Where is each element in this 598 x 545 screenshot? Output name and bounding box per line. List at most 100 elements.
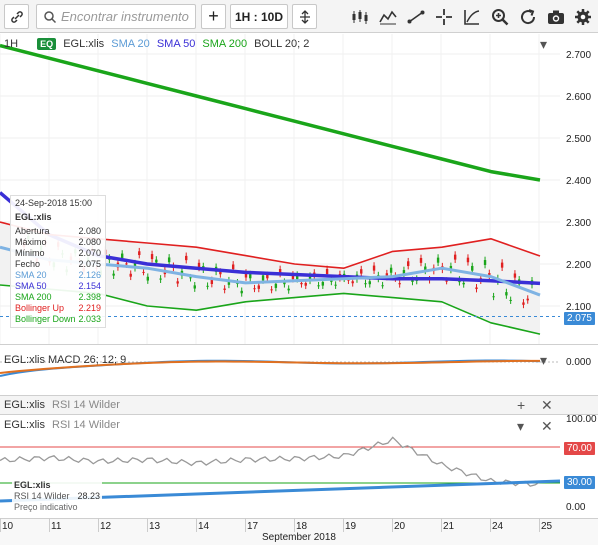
candle-body [308, 275, 312, 281]
tooltip-row-value: 2.080 [78, 237, 101, 247]
candle-body [142, 271, 145, 273]
candle-body [513, 273, 517, 278]
tooltip-row: Abertura 2.080 [15, 226, 101, 237]
candle-body [462, 282, 465, 285]
series-line-sma-200 [0, 43, 541, 182]
tooltip-row-value: 2.080 [78, 226, 101, 236]
macd-panel[interactable] [0, 346, 598, 394]
rsi-menu-icon[interactable]: ▾ [517, 418, 525, 434]
tooltip-row-value: 2.033 [78, 314, 101, 324]
candle-body [402, 270, 406, 275]
link-button[interactable] [4, 4, 29, 29]
search-input[interactable] [61, 9, 191, 24]
x-axis-day-label: 20 [394, 521, 406, 532]
line-type-button[interactable] [377, 6, 399, 28]
rsi-line [0, 436, 541, 487]
settings-button[interactable] [572, 6, 594, 28]
candle-body [351, 281, 354, 284]
reset-button[interactable] [517, 6, 539, 28]
x-axis[interactable] [0, 518, 598, 545]
trend-line-button[interactable] [405, 6, 427, 28]
x-axis-day-label: 10 [2, 521, 14, 532]
candle-body [185, 255, 188, 261]
bollinger-band-fill [0, 222, 540, 335]
rsi-label: RSI 14 Wilder [52, 419, 120, 431]
tooltip-symbol: EGL:xlis [15, 212, 52, 222]
tooltip-row-label: Máximo [15, 237, 47, 247]
candle-body [287, 288, 290, 291]
price-y-tick: 2.700 [566, 50, 592, 61]
candle-body [449, 265, 453, 270]
macd-chart[interactable] [0, 346, 598, 394]
last-price-tag: 2.075 [563, 312, 595, 325]
period-button[interactable]: 1H : 10D [230, 4, 288, 29]
candle-body [389, 267, 393, 273]
add-instrument-button[interactable]: + [201, 4, 226, 29]
tooltip-row-value: 2.219 [78, 303, 101, 313]
price-panel-menu-icon[interactable]: ▾ [540, 36, 548, 52]
draw-button[interactable] [461, 6, 483, 28]
tooltip-row: Mínimo 2.070 [15, 248, 101, 259]
candle-body [155, 259, 158, 263]
tooltip-row-value: 2.154 [78, 281, 101, 291]
x-axis-day-label: 19 [345, 521, 357, 532]
x-axis-tick [539, 518, 540, 532]
indicator-sma200[interactable]: SMA 200 [202, 38, 248, 50]
candle-body [398, 283, 401, 285]
close-panel-icon[interactable]: ✕ [541, 397, 553, 413]
price-y-tick: 2.400 [566, 176, 592, 187]
panel-divider[interactable] [0, 395, 598, 396]
price-legend: 1H EQ EGL:xlis SMA 20 SMA 50 SMA 200 BOL… [4, 38, 313, 50]
screenshot-button[interactable] [545, 6, 567, 28]
candle-body [300, 282, 303, 285]
x-axis-day-label: 21 [443, 521, 455, 532]
tooltip-row-value: 2.070 [78, 248, 101, 258]
indicator-boll[interactable]: BOLL 20; 2 [254, 38, 310, 50]
candle-body [129, 273, 132, 277]
candle-body [146, 276, 149, 281]
zoom-in-button[interactable] [489, 6, 511, 28]
tooltip-row: Máximo 2.080 [15, 237, 101, 248]
x-axis-tick [196, 518, 197, 532]
candle-body [223, 288, 226, 290]
tooltip-row: Bollinger Up 2.219 [15, 303, 101, 314]
candle-body [522, 302, 525, 305]
ohlc-tooltip: 24-Sep-2018 15:00 EGL:xlis Abertura 2.080… [10, 195, 106, 328]
candle-body [138, 251, 141, 256]
tooltip-row: Bollinger Down 2.033 [15, 314, 101, 325]
candle-body [296, 274, 299, 280]
price-chart[interactable] [0, 34, 598, 344]
rsi-symbol: EGL:xlis [4, 419, 45, 431]
candle-body [125, 263, 128, 265]
candle-body [321, 282, 325, 286]
panel-divider[interactable] [0, 414, 598, 415]
add-panel-icon[interactable]: + [517, 397, 526, 413]
candle-body [231, 264, 235, 270]
instrument-type-badge: EQ [37, 38, 57, 50]
crosshair-button[interactable] [433, 6, 455, 28]
tooltip-row: SMA 50 2.154 [15, 281, 101, 292]
macd-panel-menu-icon[interactable]: ▾ [540, 352, 548, 368]
candle-body [270, 289, 273, 291]
price-panel[interactable] [0, 34, 598, 344]
indicator-sma20[interactable]: SMA 20 [111, 38, 150, 50]
candle-body [244, 272, 248, 278]
reset-icon [521, 9, 536, 25]
link-icon [10, 10, 23, 23]
candle-body [206, 285, 209, 287]
candle-body [167, 257, 171, 263]
instrument-search[interactable] [36, 4, 196, 29]
panel-divider[interactable] [0, 344, 598, 345]
tooltip-row-label: Bollinger Down [15, 314, 76, 324]
candle-body [257, 285, 260, 289]
rsi-info-name: EGL:xlis [14, 480, 51, 490]
candle-body [274, 283, 278, 288]
candle-type-icon [352, 10, 368, 24]
x-axis-tick [147, 518, 148, 532]
indicator-sma50[interactable]: SMA 50 [156, 38, 196, 50]
candle-type-button[interactable] [349, 6, 371, 28]
rsi-close-icon[interactable]: ✕ [541, 418, 553, 434]
compare-button[interactable] [292, 4, 317, 29]
tooltip-row-value: 2.075 [78, 259, 101, 269]
price-y-tick: 2.600 [566, 92, 592, 103]
